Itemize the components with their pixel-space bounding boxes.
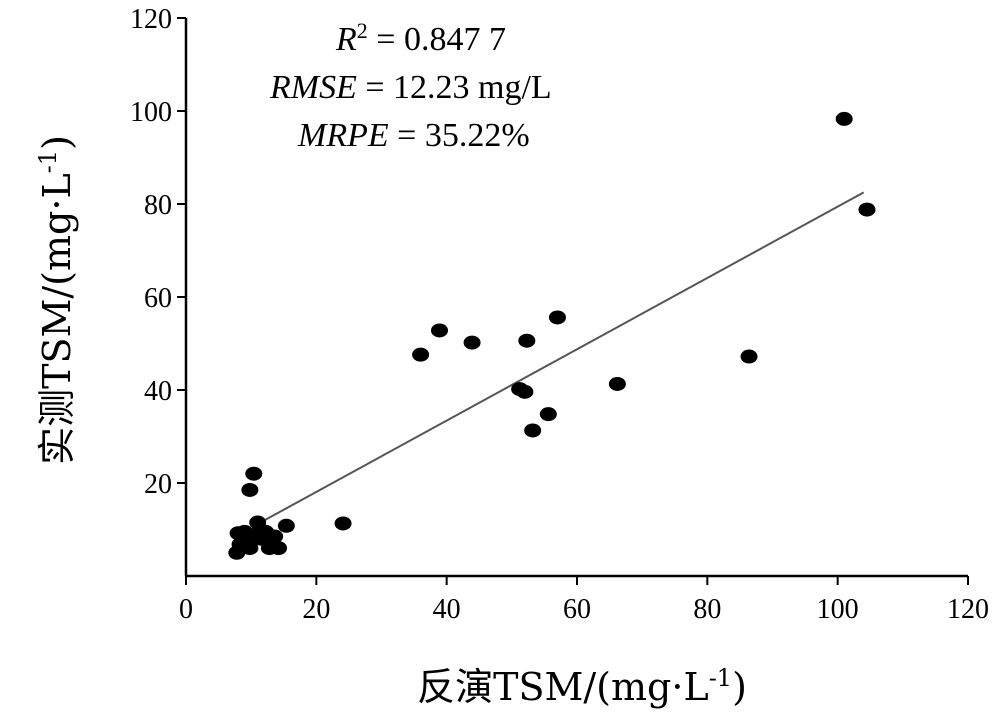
- data-point: [266, 529, 284, 544]
- x-tick-label: 40: [433, 594, 461, 625]
- y-tick-label: 60: [144, 283, 172, 314]
- axes: [177, 17, 969, 585]
- data-point: [334, 516, 352, 531]
- data-point: [740, 349, 758, 364]
- data-point: [524, 423, 542, 438]
- statistics-annotation: R2 = 0.847 7 RMSE = 12.23 mg/L MRPE = 35…: [269, 18, 552, 154]
- data-point: [835, 111, 853, 126]
- r2-annotation: R2 = 0.847 7: [335, 18, 506, 58]
- data-point: [430, 323, 448, 338]
- data-point: [463, 335, 481, 350]
- x-tick-label: 20: [302, 594, 330, 625]
- rmse-annotation: RMSE = 12.23 mg/L: [269, 69, 552, 106]
- data-point: [516, 384, 534, 399]
- data-point: [241, 482, 259, 497]
- mrpe-annotation: MRPE = 35.22%: [297, 117, 530, 154]
- x-tick-label: 120: [947, 594, 989, 625]
- data-point: [277, 518, 295, 533]
- x-tick-label: 60: [563, 594, 591, 625]
- tick-labels: 0 20 40 60 80 100 120 20 40 60 80 100 120: [130, 4, 989, 625]
- regression-line-group: [253, 191, 865, 527]
- y-tick-label: 40: [144, 376, 172, 407]
- data-point: [241, 541, 259, 556]
- data-points: [228, 111, 876, 560]
- x-axis-title: 反演TSM/(mg·L-1): [417, 664, 747, 709]
- y-tick-label: 20: [144, 469, 172, 500]
- data-point: [548, 310, 566, 325]
- data-point: [858, 202, 876, 217]
- data-point: [539, 407, 557, 422]
- data-point: [608, 376, 626, 391]
- data-point: [518, 333, 536, 348]
- y-tick-label: 80: [144, 190, 172, 221]
- regression-line: [253, 191, 865, 527]
- y-axis-title: 实测TSM/(mg·L-1): [34, 135, 79, 465]
- data-point: [245, 466, 263, 481]
- data-point: [270, 541, 288, 556]
- x-tick-label: 100: [817, 594, 859, 625]
- y-tick-label: 120: [130, 4, 172, 35]
- x-tick-label: 80: [693, 594, 721, 625]
- data-point: [412, 347, 430, 362]
- x-tick-label: 0: [179, 594, 193, 625]
- y-tick-label: 100: [130, 97, 172, 128]
